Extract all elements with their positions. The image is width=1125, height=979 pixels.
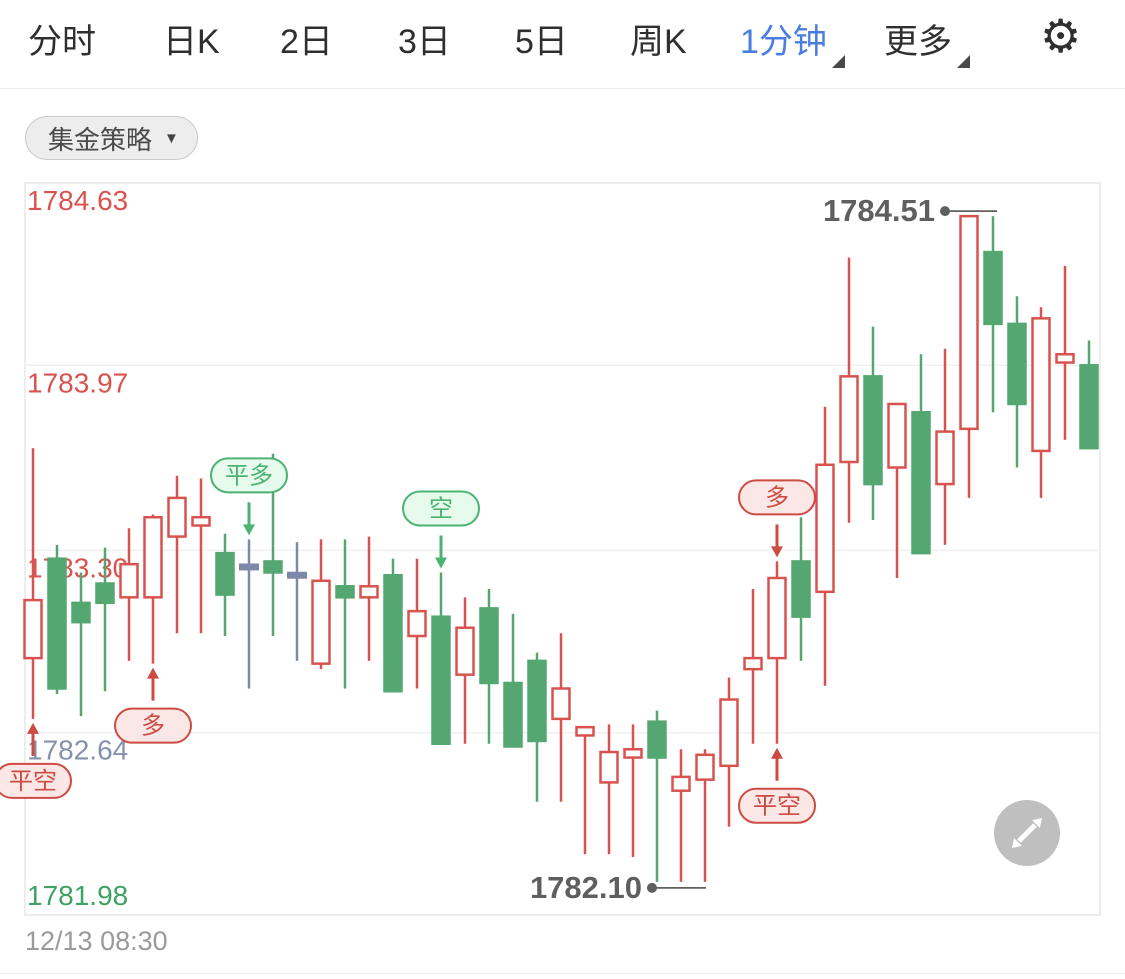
tab-分时[interactable]: 分时 [28, 23, 96, 61]
candle-body [191, 515, 211, 527]
candle-body [335, 585, 355, 599]
candle-body [815, 463, 835, 594]
candle-body [887, 402, 907, 469]
candle-body [791, 560, 811, 618]
candle-body [431, 615, 451, 745]
candle-body [767, 576, 787, 660]
signal-arrow-head [243, 524, 255, 536]
candle-body [47, 557, 67, 690]
candle-body [167, 496, 187, 538]
y-axis-label: 1783.97 [27, 367, 128, 398]
chart-period-tabs: 分时 日K 2日 3日 5日 周K 1分钟 更多 ⚙ [0, 0, 1125, 88]
candle-body [527, 659, 547, 743]
y-axis-label: 1784.63 [27, 185, 128, 216]
settings-gear-icon[interactable]: ⚙ [1040, 10, 1082, 62]
tab-3日[interactable]: 3日 [398, 23, 451, 61]
signal-badge-label: 空 [429, 495, 453, 522]
candle-body [23, 598, 43, 660]
candle-body [695, 753, 715, 781]
candle-body [671, 775, 691, 792]
signal-arrow-head [147, 667, 159, 679]
tab-2日[interactable]: 2日 [280, 23, 333, 61]
high-price-label: 1784.51 [823, 193, 935, 228]
candle-body [719, 698, 739, 768]
candle-body [935, 430, 955, 486]
low-price-label: 1782.10 [530, 870, 642, 905]
candle-body [551, 687, 571, 721]
candle-body [383, 573, 403, 693]
candle-body [95, 582, 115, 605]
tab-日K[interactable]: 日K [163, 23, 220, 61]
candle-body [911, 411, 931, 555]
candle-body [647, 720, 667, 759]
candle-body [599, 750, 619, 784]
candle-body [479, 607, 499, 685]
candle-body [263, 560, 283, 574]
candle-body [983, 250, 1003, 326]
marker-dot [647, 882, 657, 893]
signal-badge [738, 787, 816, 824]
signal-arrow-head [771, 747, 783, 759]
doji-bar [287, 571, 307, 579]
chart-frame [24, 182, 1101, 916]
signal-badge [738, 479, 816, 516]
signal-badge-label: 平空 [9, 768, 57, 795]
expand-chart-button[interactable] [994, 800, 1060, 866]
candle-body [407, 609, 427, 638]
candle-body [1055, 353, 1075, 364]
marker-dot [940, 206, 950, 217]
tab-更多[interactable]: 更多 [884, 22, 970, 68]
strategy-dropdown-label: 集金策略 [48, 124, 153, 155]
candle-body [359, 585, 379, 599]
candle-body [959, 214, 979, 431]
signal-arrow-head [27, 722, 39, 734]
resize-arrows-icon [1012, 818, 1042, 848]
candle-body [1079, 364, 1099, 450]
signal-badge-label: 多 [141, 713, 165, 740]
signal-arrow-head [435, 557, 447, 569]
signal-arrow-head [771, 546, 783, 558]
signal-badge-label: 多 [765, 484, 789, 511]
tab-5日[interactable]: 5日 [515, 23, 568, 61]
candle-body [143, 515, 163, 599]
strategy-dropdown-button[interactable]: 集金策略 ▼ [25, 116, 198, 160]
tab-1分钟[interactable]: 1分钟 [740, 22, 845, 68]
signal-badge [0, 762, 72, 799]
candle-body [1007, 322, 1027, 406]
signal-badge [402, 490, 480, 527]
candle-body [839, 375, 859, 464]
signal-badge-label: 平多 [225, 462, 273, 489]
y-axis-label: 1783.30 [27, 552, 128, 583]
candle-body [71, 601, 91, 624]
tab-周K[interactable]: 周K [630, 23, 687, 61]
candle-body [119, 562, 139, 599]
dropdown-triangle-icon [957, 55, 970, 68]
y-axis-label: 1782.64 [27, 735, 128, 766]
doji-bar [239, 563, 259, 571]
page-divider [0, 973, 1125, 974]
chevron-down-icon: ▼ [164, 129, 179, 147]
candle-body [863, 375, 883, 486]
y-axis-label: 1781.98 [27, 880, 128, 911]
candle-body [1031, 317, 1051, 453]
signal-badge [210, 457, 288, 494]
nav-divider [0, 88, 1125, 89]
candle-body [575, 725, 595, 737]
candle-body [743, 656, 763, 671]
candle-body [215, 551, 235, 596]
signal-badge [114, 707, 192, 744]
candle-body [311, 579, 331, 665]
signal-badge-label: 平空 [753, 793, 801, 820]
chart-start-time: 12/13 08:30 [25, 926, 168, 956]
dropdown-triangle-icon [831, 55, 845, 68]
candle-body [455, 626, 475, 676]
candle-body [623, 748, 643, 759]
candle-body [503, 681, 523, 748]
